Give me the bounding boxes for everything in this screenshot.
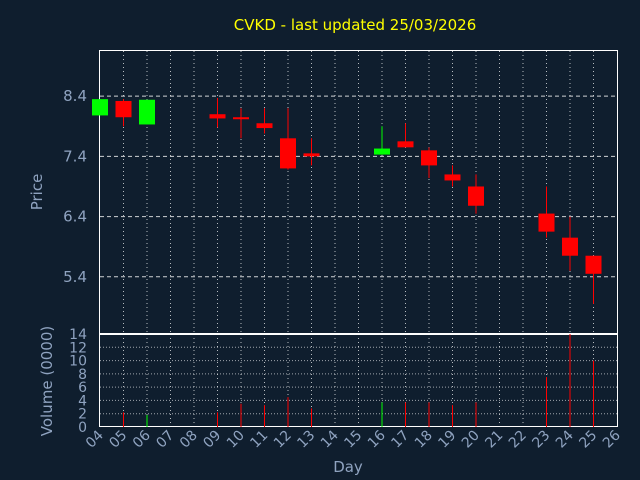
candle-body <box>139 99 155 125</box>
x-tick-label: 19 <box>435 428 459 452</box>
volume-y-tick-label: 12 <box>69 340 87 356</box>
price-axis-label: Price <box>28 174 46 211</box>
candle-body <box>468 186 484 206</box>
x-tick-label: 11 <box>247 428 271 452</box>
x-tick-label: 21 <box>482 428 506 452</box>
candle <box>233 108 249 139</box>
price-y-ticks: 8.4 7.4 6.4 5.4 <box>63 87 87 286</box>
candle-body <box>256 123 273 129</box>
candle-body <box>303 153 320 157</box>
x-tick-label: 16 <box>365 427 389 451</box>
price-y-tick-label: 8.4 <box>63 87 87 105</box>
volume-y-tick-label: 0 <box>78 420 87 436</box>
candle <box>256 108 273 134</box>
candle <box>280 108 296 170</box>
candle-body <box>585 255 602 274</box>
chart-title: CVKD - last updated 25/03/2026 <box>234 16 477 34</box>
price-plot-frame <box>99 50 618 334</box>
volume-y-tick-label: 6 <box>78 380 87 396</box>
candle-body <box>209 114 226 119</box>
volume-axis-label: Volume (0000) <box>38 326 56 436</box>
candle <box>585 255 602 304</box>
price-y-tick-label: 6.4 <box>63 208 87 226</box>
price-panel: 8.4 7.4 6.4 5.4 Price <box>28 50 618 334</box>
x-tick-label: 09 <box>200 428 224 452</box>
x-tick-label: 05 <box>106 428 130 452</box>
volume-y-tick-label: 8 <box>78 367 87 383</box>
candle <box>421 147 437 179</box>
candle-body <box>421 150 437 166</box>
candle <box>209 97 226 128</box>
x-tick-label: 26 <box>600 427 624 451</box>
candle-body <box>538 213 555 232</box>
x-tick-label: 06 <box>130 427 154 451</box>
x-tick-label: 08 <box>177 428 201 452</box>
price-y-tick-label: 7.4 <box>63 147 87 165</box>
volume-grid <box>100 334 617 427</box>
price-grid <box>100 51 617 334</box>
volume-y-tick-label: 10 <box>69 354 87 370</box>
candle <box>115 99 132 127</box>
candle <box>538 186 555 238</box>
candle-body <box>397 141 414 148</box>
x-tick-label: 13 <box>294 428 318 452</box>
x-tick-label: 20 <box>459 428 483 452</box>
candle-body <box>444 174 461 181</box>
volume-y-tick-label: 14 <box>69 327 87 343</box>
candle <box>444 165 461 187</box>
x-tick-label: 14 <box>318 427 342 451</box>
volume-bars <box>123 334 594 427</box>
x-tick-label: 18 <box>412 428 436 452</box>
x-tick-label: 07 <box>153 428 177 452</box>
candle <box>468 174 484 214</box>
candle <box>139 99 155 125</box>
candle-body <box>115 100 132 118</box>
x-tick-label: 12 <box>271 428 295 452</box>
x-tick-labels: 04 05 06 07 08 09 10 11 12 13 14 15 16 17 18 19 20 21 22 23… <box>83 427 624 451</box>
candle <box>303 138 320 166</box>
x-tick-label: 23 <box>529 428 553 452</box>
x-tick-label: 22 <box>506 428 530 452</box>
candle-body <box>92 99 108 116</box>
candle-body <box>233 117 249 120</box>
candle-body <box>374 148 390 155</box>
price-y-tick-label: 5.4 <box>63 268 87 286</box>
candle <box>92 99 108 116</box>
volume-plot-frame <box>99 334 618 427</box>
x-tick-label: 10 <box>224 428 248 452</box>
x-tick-label: 25 <box>576 428 600 452</box>
x-tick-label: 15 <box>341 428 365 452</box>
x-tick-label: 24 <box>553 427 577 451</box>
candle <box>397 123 414 148</box>
volume-y-tick-label: 4 <box>78 393 87 409</box>
candle <box>562 216 578 271</box>
candle-body <box>280 138 296 169</box>
volume-y-tick-label: 2 <box>78 407 87 423</box>
candle-body <box>562 237 578 256</box>
candle <box>374 126 390 155</box>
candles <box>92 97 602 304</box>
x-axis-label: Day <box>333 458 363 476</box>
x-tick-label: 17 <box>388 428 412 452</box>
